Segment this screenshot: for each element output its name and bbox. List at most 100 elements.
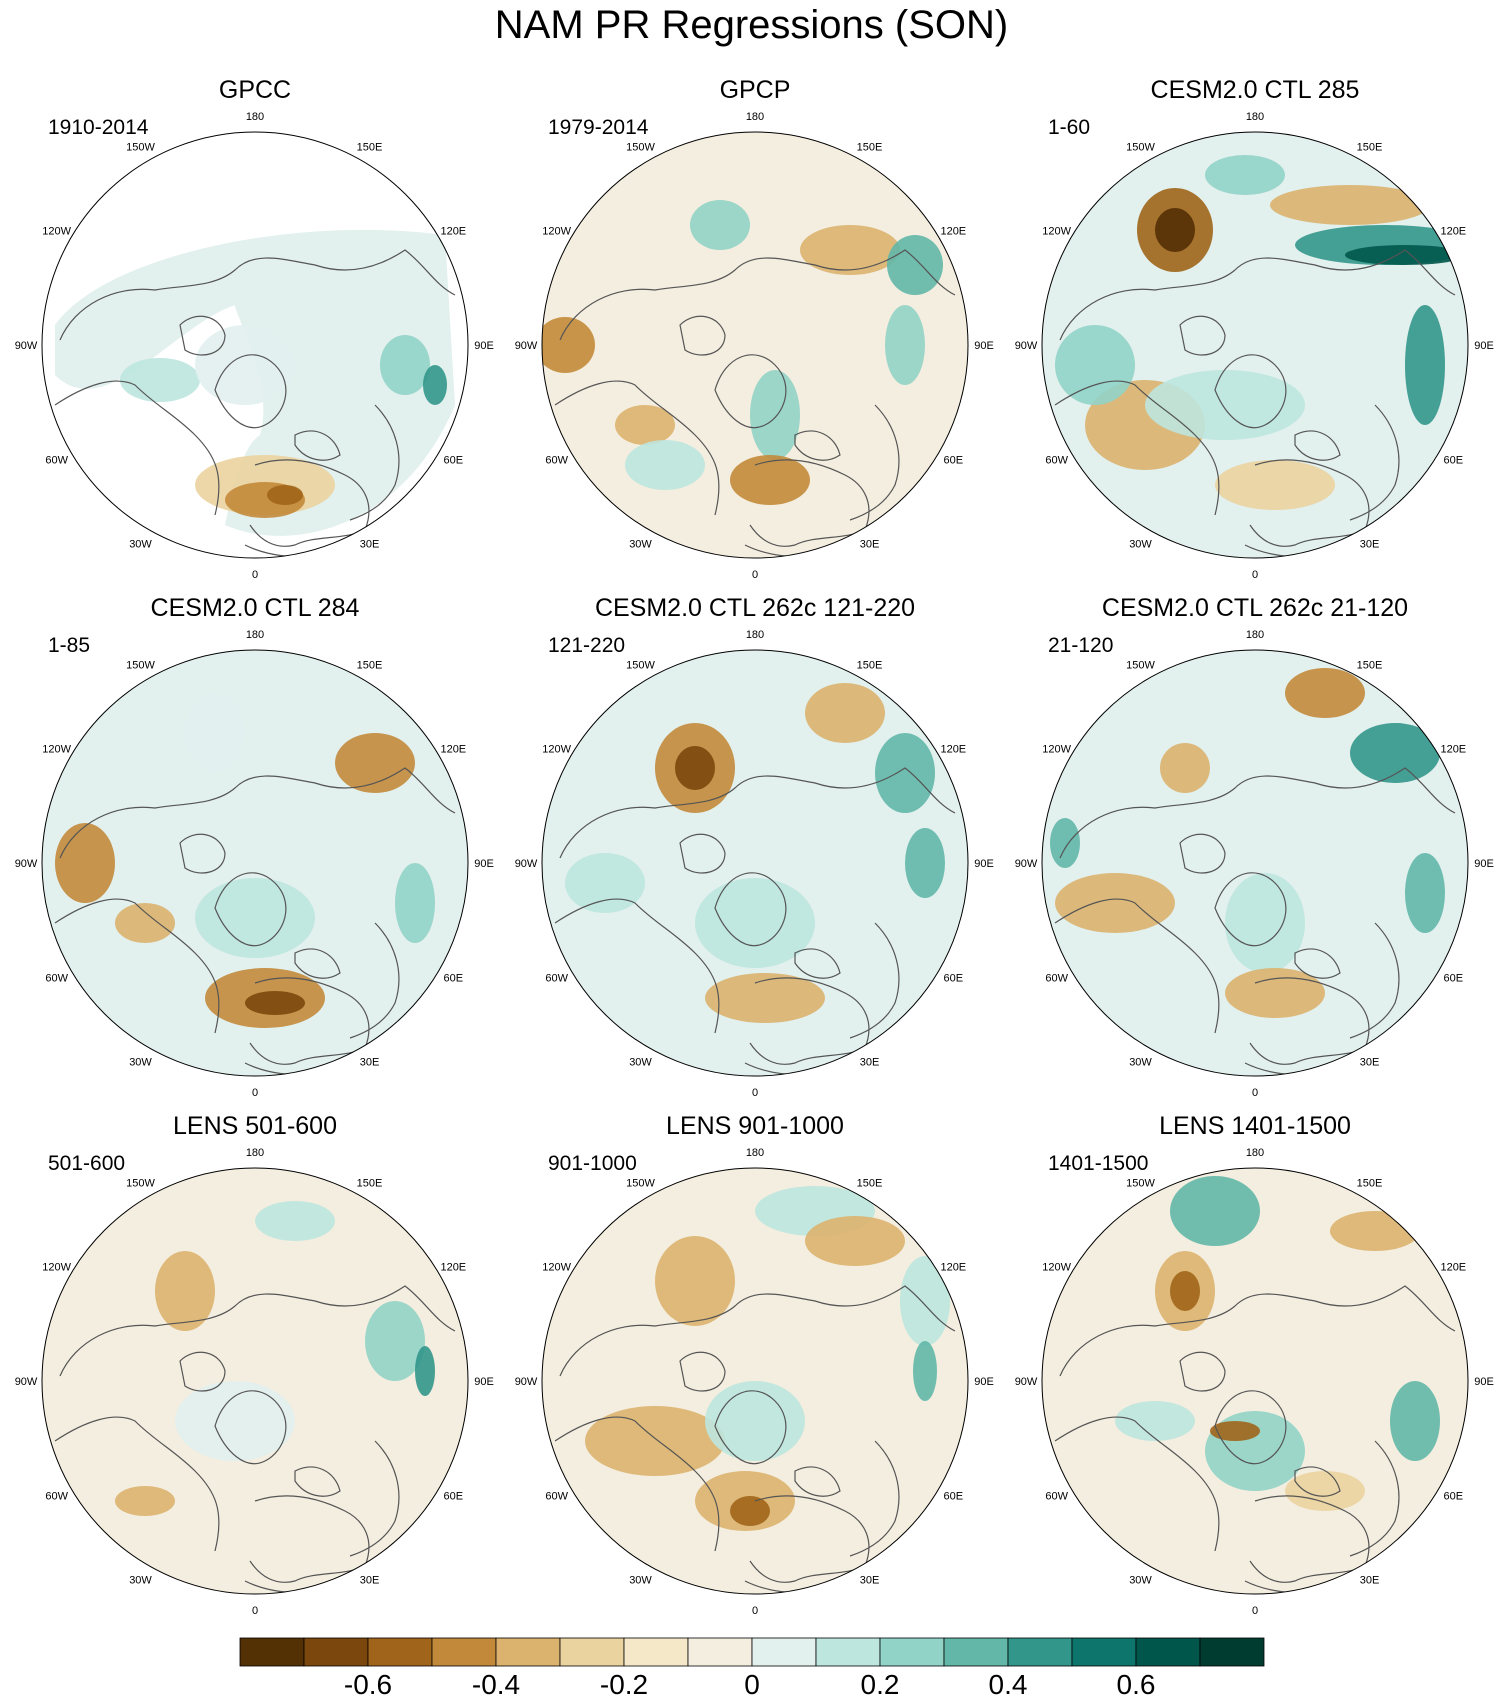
longitude-label: 90E	[974, 858, 994, 870]
coastline	[214, 1390, 287, 1465]
anomaly-contour	[1390, 1381, 1440, 1461]
coastline	[294, 948, 341, 979]
anomaly-contour	[115, 1486, 175, 1516]
coastline	[1214, 872, 1287, 947]
coastline	[679, 315, 726, 356]
coastline	[1179, 315, 1226, 356]
colorbar-bin	[943, 1637, 1009, 1667]
anomaly-contour	[695, 878, 815, 968]
land-data-region	[55, 229, 455, 536]
coastline	[214, 354, 287, 429]
coastline	[349, 1440, 400, 1557]
coastline	[679, 833, 726, 874]
longitude-label: 30W	[629, 1056, 652, 1068]
anomaly-contour	[750, 370, 800, 460]
longitude-label: 150W	[1126, 660, 1155, 672]
panel-period-label: 1-60	[1048, 116, 1091, 139]
longitude-label: 120W	[1042, 1262, 1071, 1274]
colorbar-tick-label: -0.4	[471, 1669, 521, 1700]
coastline	[349, 922, 400, 1039]
anomaly-contour	[1210, 1421, 1260, 1441]
anomaly-contour	[55, 823, 115, 903]
anomaly-contour	[730, 455, 810, 505]
coastline	[1214, 354, 1287, 429]
map-boundary	[41, 1167, 469, 1595]
map-panel: CESM2.0 CTL 262c 121-220 180 150E 120E 90E 60…	[515, 593, 995, 1099]
coastline	[559, 249, 956, 341]
polar-map: 180 150E 120E 90E 60E 30E 0 30W 60W 90W 120W 150W	[515, 629, 994, 1099]
longitude-label: 90W	[1015, 1376, 1038, 1388]
coastline	[714, 872, 787, 947]
colorbar-bin	[687, 1637, 753, 1667]
longitude-label: 90E	[1474, 858, 1494, 870]
anomaly-contour	[1050, 818, 1080, 868]
coastline	[1054, 898, 1220, 1034]
longitude-label: 30W	[129, 538, 152, 550]
coastline	[1294, 1466, 1341, 1497]
anomaly-contour	[542, 317, 595, 373]
map-panel: CESM2.0 CTL 285 180 150E 120E 90E 60E 30E 0 30W 6…	[1015, 75, 1495, 581]
coastline	[1059, 1285, 1456, 1377]
anomaly-contour	[730, 1496, 770, 1526]
colorbar-bin	[751, 1637, 817, 1667]
longitude-label: 30E	[860, 538, 880, 550]
longitude-label: 30E	[360, 1056, 380, 1068]
anomaly-contour	[705, 973, 825, 1023]
coastline	[794, 948, 841, 979]
colorbar-tick-label: 0.6	[1116, 1669, 1156, 1700]
panel-title: CESM2.0 CTL 285	[1150, 76, 1360, 104]
longitude-label: 120W	[42, 744, 71, 756]
anomaly-contour	[423, 365, 447, 405]
colorbar	[239, 1637, 1265, 1667]
map-boundary	[41, 131, 469, 559]
panel-period-label: 1979-2014	[548, 116, 649, 139]
anomaly-contour	[1270, 185, 1430, 225]
anomaly-contour	[1405, 853, 1445, 933]
anomaly-contour	[805, 683, 885, 743]
coastline	[679, 1351, 726, 1392]
longitude-label: 60W	[45, 973, 68, 985]
coastline	[1294, 430, 1341, 461]
polar-map: 180 150E 120E 90E 60E 30E 0 30W 60W 90W 120W 150W	[15, 1147, 494, 1617]
longitude-label: 30W	[629, 538, 652, 550]
colorbar-bin	[1199, 1637, 1265, 1667]
longitude-label: 90W	[1015, 340, 1038, 352]
longitude-label: 0	[752, 569, 758, 581]
longitude-label: 0	[1252, 1087, 1258, 1099]
longitude-label: 120E	[440, 744, 466, 756]
longitude-label: 150E	[357, 142, 383, 154]
longitude-label: 120W	[542, 744, 571, 756]
polar-map: 180 150E 120E 90E 60E 30E 0 30W 60W 90W 120W 150W	[1015, 629, 1494, 1099]
anomaly-contour	[690, 200, 750, 250]
longitude-label: 180	[746, 111, 764, 123]
map-panel: GPCP 180 150E 120E 90E 60E 30E 0 30W 60W 90W 120W 15…	[515, 75, 995, 581]
longitude-label: 150W	[626, 142, 655, 154]
longitude-label: 120E	[940, 744, 966, 756]
panel-title: LENS 1401-1500	[1159, 1112, 1351, 1140]
longitude-label: 90E	[474, 340, 494, 352]
coastline	[714, 354, 787, 429]
colorbar-bin	[431, 1637, 497, 1667]
anomaly-contour	[195, 325, 295, 405]
coastline	[1054, 380, 1220, 516]
longitude-label: 0	[252, 1087, 258, 1099]
map-background	[542, 650, 968, 1076]
map-boundary	[541, 131, 969, 559]
panel-title: CESM2.0 CTL 262c 21-120	[1101, 594, 1409, 622]
panel-title: CESM2.0 CTL 262c 121-220	[594, 594, 916, 622]
coastline	[59, 767, 456, 859]
polar-map: 180 150E 120E 90E 60E 30E 0 30W 60W 90W 120W 150W	[1015, 111, 1494, 581]
anomaly-contour	[1405, 305, 1445, 425]
polar-map: 180 150E 120E 90E 60E 30E 0 30W 60W 90W 120W 150W	[515, 1147, 994, 1617]
coastline	[1059, 249, 1456, 341]
polar-map: 180 150E 120E 90E 60E 30E 0 30W 60W 90W 120W 150W	[15, 629, 494, 1099]
longitude-label: 30W	[129, 1574, 152, 1586]
panel-title: GPCP	[719, 76, 791, 104]
colorbar-tick-label: 0.4	[988, 1669, 1028, 1700]
anomaly-contour	[625, 440, 705, 490]
longitude-label: 30W	[129, 1056, 152, 1068]
longitude-label: 60W	[1045, 1491, 1068, 1503]
colorbar-bin	[559, 1637, 625, 1667]
longitude-label: 60W	[45, 455, 68, 467]
anomaly-contour	[267, 485, 303, 505]
